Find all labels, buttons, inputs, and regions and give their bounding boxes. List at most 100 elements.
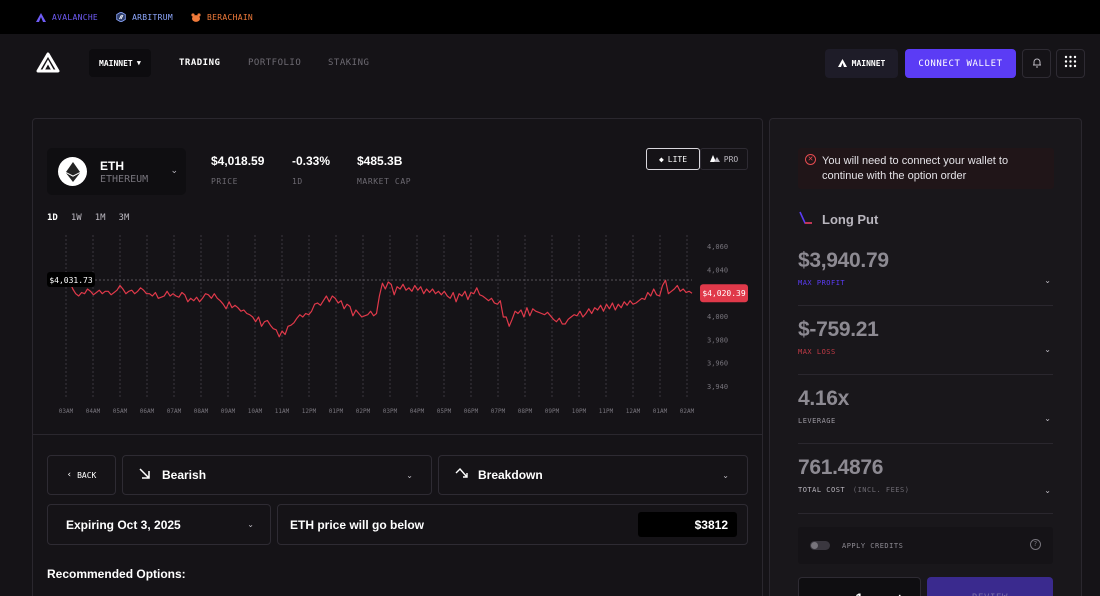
x-tick-label: 09AM <box>221 408 236 415</box>
strategy-label: Long Put <box>822 211 879 227</box>
nav-link-portfolio[interactable]: PORTFOLIO <box>248 58 302 68</box>
review-button[interactable]: REVIEW <box>927 577 1053 596</box>
time-range-tabs: 1D 1W 1M 3M <box>47 213 129 223</box>
ethereum-icon <box>58 157 87 186</box>
x-tick-label: 06AM <box>140 408 155 415</box>
stat-label: 1D <box>292 177 303 186</box>
x-tick-label: 10AM <box>248 408 263 415</box>
quantity-stepper[interactable]: – 1 + <box>798 577 921 596</box>
apply-credits-toggle[interactable] <box>810 541 830 550</box>
chain-arbitrum[interactable]: ARBITRUM <box>116 12 173 22</box>
apply-credits-row: APPLY CREDITS ? <box>798 527 1053 564</box>
price-condition: ETH price will go below $3812 <box>277 504 748 545</box>
strategy-title: Long Put <box>799 211 878 227</box>
metric-label: TOTAL COST <box>798 486 846 494</box>
lite-mode-button[interactable]: ◆ LITE <box>646 148 700 170</box>
plus-icon[interactable]: + <box>896 590 904 596</box>
chain-label: BERACHAIN <box>207 12 254 22</box>
range-tab-1w[interactable]: 1W <box>70 213 82 223</box>
chain-berachain[interactable]: BERACHAIN <box>191 12 253 22</box>
network-chip[interactable]: MAINNET <box>825 49 898 78</box>
metric-label: LEVERAGE <box>798 417 836 425</box>
chevron-down-icon: ⌄ <box>1044 486 1051 495</box>
breakdown-label: Breakdown <box>478 468 543 482</box>
metric-max-profit[interactable]: $3,940.79 MAX PROFIT ⌄ <box>798 249 1053 306</box>
nav-link-staking[interactable]: STAKING <box>328 58 370 68</box>
direction-select[interactable]: Bearish ⌄ <box>122 455 432 495</box>
minus-icon[interactable]: – <box>815 590 823 596</box>
metric-total-cost[interactable]: 761.4876 TOTAL COST (INCL. FEES) ⌄ <box>798 456 1053 514</box>
x-tick-label: 02PM <box>356 408 371 415</box>
x-tick-label: 02AM <box>680 408 695 415</box>
notifications-button[interactable] <box>1022 49 1051 78</box>
avalanche-icon <box>837 58 847 69</box>
divider <box>798 513 1053 514</box>
chain-avalanche[interactable]: AVALANCHE <box>36 12 98 22</box>
metric-value: $-759.21 <box>798 318 879 341</box>
x-tick-label: 04PM <box>410 408 425 415</box>
bell-icon <box>1032 55 1042 73</box>
metric-label: MAX LOSS <box>798 348 836 356</box>
chevron-down-icon: ▼ <box>136 59 141 67</box>
metric-max-loss[interactable]: $-759.21 MAX LOSS ⌄ <box>798 318 1053 375</box>
pro-mode-button[interactable]: PRO <box>700 148 748 170</box>
asset-selector[interactable]: ETH ETHEREUM ⌄ <box>47 148 186 195</box>
avalanche-icon <box>36 12 46 22</box>
x-tick-label: 12AM <box>626 408 641 415</box>
x-tick-label: 01AM <box>653 408 668 415</box>
target-price-input[interactable]: $3812 <box>638 512 737 537</box>
back-label: BACK <box>77 470 97 480</box>
connect-wallet-button[interactable]: CONNECT WALLET <box>905 49 1016 78</box>
asset-name: ETHEREUM <box>100 174 149 185</box>
help-icon[interactable]: ? <box>1030 539 1041 550</box>
range-tab-1d[interactable]: 1D <box>47 213 58 223</box>
chevron-left-icon: ‹ <box>66 470 73 480</box>
metric-label-row: TOTAL COST (INCL. FEES) <box>798 486 1053 494</box>
chevron-down-icon: ⌄ <box>1044 414 1051 423</box>
arrow-down-right-icon <box>139 466 150 484</box>
back-button[interactable]: ‹ BACK <box>47 455 116 495</box>
expiry-select[interactable]: Expiring Oct 3, 2025 ⌄ <box>47 504 271 545</box>
logo-icon[interactable] <box>36 52 60 74</box>
x-tick-label: 03AM <box>59 408 74 415</box>
navbar: MAINNET ▼ TRADING PORTFOLIO STAKING MAIN… <box>0 34 1100 94</box>
metric-value: 4.16x <box>798 387 850 410</box>
direction-label: Bearish <box>162 468 207 482</box>
breakdown-select[interactable]: Breakdown ⌄ <box>438 455 748 495</box>
range-tab-1m[interactable]: 1M <box>94 213 106 223</box>
chevron-down-icon: ⌄ <box>247 520 254 529</box>
x-tick-label: 08PM <box>518 408 533 415</box>
price-chart[interactable]: 03AM 04AM 05AM 06AM 07AM 08AM 09AM 10AM 11AM 12PM… <box>33 227 762 427</box>
nav-link-trading[interactable]: TRADING <box>179 58 221 68</box>
y-tick-label: 3,960 <box>707 360 728 368</box>
network-select[interactable]: MAINNET ▼ <box>89 49 151 77</box>
metric-label: MAX PROFIT <box>798 279 846 287</box>
wallet-alert: ✕ You will need to connect your wallet t… <box>798 148 1054 189</box>
price-line <box>60 279 693 338</box>
network-select-label: MAINNET <box>99 58 133 68</box>
x-tick-label: 11PM <box>599 408 614 415</box>
x-tick-label: 01PM <box>329 408 344 415</box>
start-price-label: $4,031.73 <box>47 272 95 288</box>
x-tick-label: 12PM <box>302 408 317 415</box>
range-tab-3m[interactable]: 3M <box>118 213 130 223</box>
pro-mode-icon <box>709 154 720 164</box>
y-tick-label: 3,980 <box>707 336 728 344</box>
order-panel: ✕ You will need to connect your wallet t… <box>769 118 1082 596</box>
metric-leverage[interactable]: 4.16x LEVERAGE ⌄ <box>798 387 1053 444</box>
chevron-down-icon: ⌄ <box>406 470 413 480</box>
apps-menu-button[interactable] <box>1056 49 1085 78</box>
divider <box>798 443 1053 444</box>
grid-icon <box>1064 55 1077 73</box>
stat-value: $4,018.59 <box>211 154 265 168</box>
metric-value: $3,940.79 <box>798 249 889 272</box>
berachain-icon <box>191 12 201 22</box>
chain-label: AVALANCHE <box>52 12 99 22</box>
pro-mode-label: PRO <box>723 154 739 164</box>
y-tick-label: 3,940 <box>707 383 728 391</box>
x-tick-label: 05AM <box>113 408 128 415</box>
stat-value: $485.3B <box>357 154 403 168</box>
diamond-icon: ◆ <box>658 154 664 164</box>
stat-market-cap: $485.3B MARKET CAP <box>357 154 411 186</box>
chevron-down-icon: ⌄ <box>1044 276 1051 285</box>
